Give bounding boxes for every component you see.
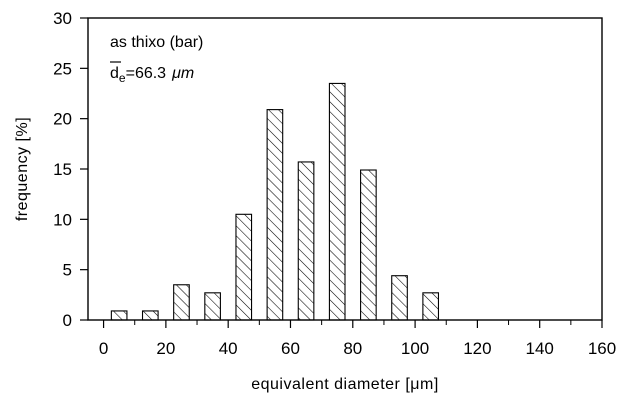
x-tick-label: 20 [156, 339, 175, 358]
y-tick-label: 20 [53, 110, 72, 129]
annotation-mean: de=66.3 μm [110, 65, 194, 85]
y-tick-label: 15 [53, 160, 72, 179]
y-tick-label: 30 [53, 9, 72, 28]
bar-95 [391, 275, 408, 321]
x-tick-label: 100 [401, 339, 429, 358]
y-tick-label: 25 [53, 59, 72, 78]
bar-5 [110, 310, 128, 321]
x-tick-label: 140 [526, 339, 554, 358]
bar-35 [204, 292, 221, 321]
mean-subscript: e [119, 71, 126, 85]
x-tick-label: 0 [99, 339, 108, 358]
x-tick-label: 80 [343, 339, 362, 358]
y-tick-label: 10 [53, 210, 72, 229]
bar-25 [173, 284, 190, 321]
mean-value: =66.3 [126, 65, 167, 82]
y-tick-label: 5 [63, 261, 72, 280]
bar-75 [328, 82, 346, 321]
bar-55 [266, 109, 284, 321]
annotation-line1: as thixo (bar) [110, 34, 203, 51]
bar-65 [297, 161, 315, 321]
x-tick-label: 160 [588, 339, 616, 358]
x-tick-label: 40 [219, 339, 238, 358]
x-axis-title: equivalent diameter [μm] [251, 376, 439, 393]
mean-unit: μm [171, 65, 194, 82]
bars-group [110, 82, 440, 321]
y-tick-label: 0 [63, 311, 72, 330]
y-axis-title: frequency [%] [14, 117, 31, 221]
bar-105 [422, 292, 440, 321]
bar-15 [141, 310, 159, 321]
bar-45 [235, 213, 253, 321]
bar-85 [360, 169, 377, 321]
x-tick-label: 60 [281, 339, 300, 358]
mean-symbol: d [110, 65, 119, 82]
ticks-group: 0 20 40 60 80 100 120 140 160 0 5 10 15 20 25 30 [53, 9, 616, 358]
x-tick-label: 120 [463, 339, 491, 358]
